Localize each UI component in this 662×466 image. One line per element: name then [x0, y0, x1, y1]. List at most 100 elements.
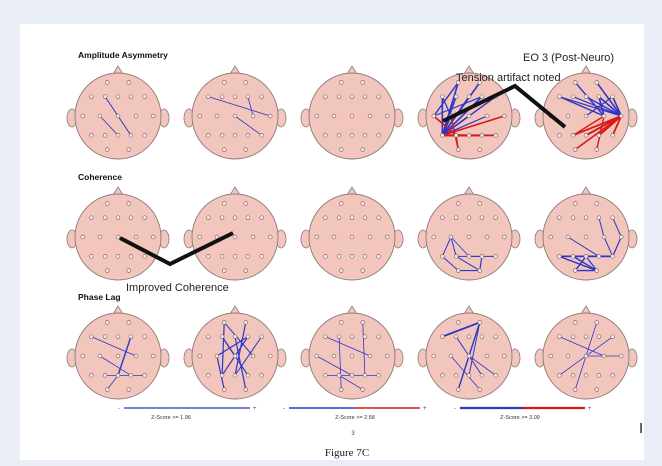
electrode-dot [115, 353, 121, 359]
electrode-dot [596, 133, 602, 138]
connection-line [558, 255, 598, 272]
electrode-dot [219, 334, 225, 339]
electrode-dot [80, 353, 85, 359]
electrode-dot [548, 353, 553, 359]
electrode-dot [596, 94, 602, 99]
electrode-dot [339, 268, 344, 273]
electrode-dot [331, 113, 337, 119]
electrode-dot [128, 133, 134, 138]
connection-line [207, 96, 271, 117]
electrode-dot [243, 201, 248, 206]
electrode-dot [362, 94, 368, 99]
electrode-dot [219, 254, 225, 259]
connection-line [432, 115, 457, 137]
electrode-dot [97, 234, 103, 240]
electrode-dot [362, 373, 368, 378]
electrode-dot [80, 113, 85, 119]
electrode-dot [362, 215, 368, 220]
electrode-dot [583, 94, 589, 99]
connection-line [479, 255, 483, 272]
electrode-dot [493, 133, 498, 138]
electrode-dot [360, 387, 365, 392]
coherence-marker-line [119, 231, 234, 267]
electrode-dot [583, 133, 589, 138]
electrode-dot [232, 113, 238, 119]
electrode-dot [440, 133, 445, 138]
electrode-dot [222, 268, 227, 273]
connection-line [572, 255, 598, 272]
electrode-dot [339, 320, 344, 325]
electrode-dot [583, 234, 589, 240]
electrode-dot [573, 147, 578, 152]
electrode-dot [610, 215, 615, 220]
electrode-dot [243, 268, 248, 273]
electrode-dot [594, 201, 599, 206]
electrode-dot [570, 215, 576, 220]
electrode-dot [385, 113, 390, 119]
connection-line [99, 355, 132, 376]
electrode-dot [336, 334, 342, 339]
electrode-dot [102, 215, 108, 220]
electrode-dot [128, 94, 134, 99]
electrode-dot [105, 201, 110, 206]
electrode-dot [115, 94, 121, 99]
electrode-dot [89, 94, 94, 99]
electrode-dot [115, 234, 121, 240]
connection-line [468, 355, 497, 376]
electrode-dot [376, 215, 381, 220]
connection-line [612, 217, 622, 238]
section-title-coherence: Coherence [78, 172, 122, 182]
electrode-dot [349, 113, 355, 119]
electrode-dot [259, 334, 264, 339]
electrode-dot [243, 80, 248, 85]
electrode-dot [466, 94, 472, 99]
electrode-dot [349, 353, 355, 359]
electrode-dot [570, 334, 576, 339]
electrode-dot [583, 215, 589, 220]
electrode-dot [245, 254, 251, 259]
head-map-r3-c4 [417, 305, 521, 400]
electrode-dot [557, 334, 562, 339]
electrode-dot [206, 254, 211, 259]
electrode-dot [573, 201, 578, 206]
connection-line [450, 236, 457, 257]
z-scale-label-1: Z-Score >= 1.96 [151, 415, 191, 421]
electrode-dot [610, 94, 615, 99]
electrode-dot [493, 254, 498, 259]
electrode-dot [268, 234, 273, 240]
electrode-dot [105, 387, 110, 392]
electrode-dot [573, 387, 578, 392]
electrode-dot [349, 133, 355, 138]
electrode-dot [477, 268, 482, 273]
head-map-r3-c2 [183, 305, 287, 400]
connection-line [596, 115, 605, 151]
electrode-dot [466, 133, 472, 138]
electrode-dot [502, 353, 507, 359]
electrode-dot [314, 234, 319, 240]
electrode-dot [557, 373, 562, 378]
electrode-dot [128, 215, 134, 220]
electrode-dot [583, 373, 589, 378]
connection-line [441, 321, 481, 338]
electrode-dot [570, 373, 576, 378]
electrode-dot [323, 254, 328, 259]
electrode-dot [440, 94, 445, 99]
electrode-dot [573, 80, 578, 85]
electrode-dot [456, 387, 461, 392]
electrode-dot [115, 254, 121, 259]
electrode-dot [250, 353, 256, 359]
electrode-dot [105, 268, 110, 273]
electrode-dot [126, 201, 131, 206]
electrode-dot [142, 334, 147, 339]
electrode-dot [570, 133, 576, 138]
annotation-tension-artifact: Tension artifact noted [456, 72, 561, 84]
electrode-dot [268, 353, 273, 359]
electrode-dot [601, 353, 607, 359]
electrode-dot [493, 215, 498, 220]
connection-line [221, 321, 225, 376]
scale-minus-sign: - [118, 406, 120, 412]
electrode-dot [601, 113, 607, 119]
electrode-dot [466, 215, 472, 220]
electrode-dot [89, 334, 94, 339]
